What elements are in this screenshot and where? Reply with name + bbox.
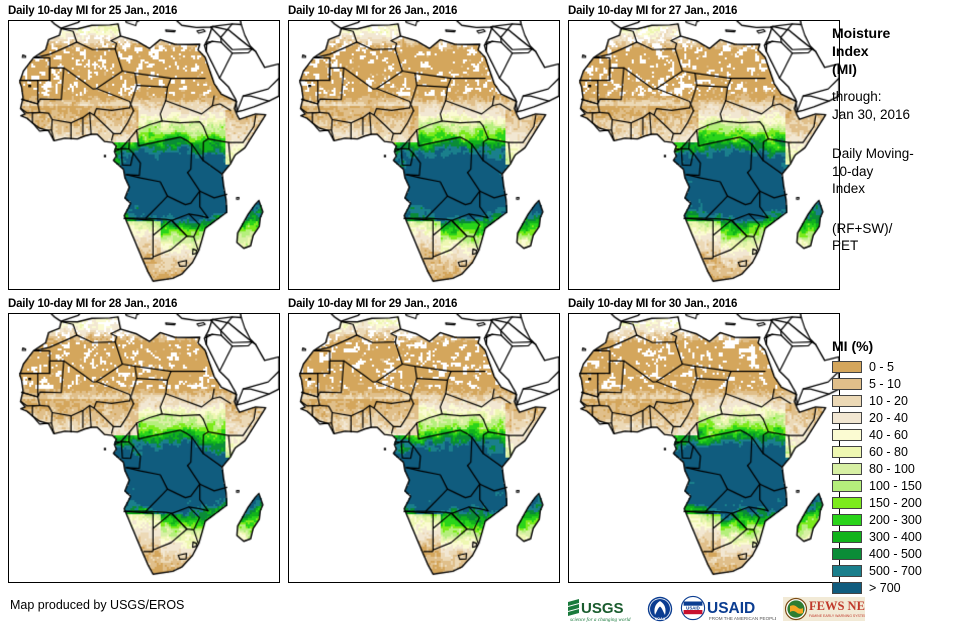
map-panel-title: Daily 10-day MI for 27 Jan., 2016 <box>568 5 738 17</box>
svg-text:NOAA: NOAA <box>655 617 666 621</box>
formula-line1: (RF+SW)/ <box>832 220 893 236</box>
legend-swatch <box>832 445 862 458</box>
legend-row: 20 - 40 <box>832 409 964 426</box>
legend-row: 0 - 5 <box>832 358 964 375</box>
legend-label: 5 - 10 <box>869 376 901 391</box>
map-panel: Daily 10-day MI for 28 Jan., 2016 <box>8 297 280 583</box>
map-frame[interactable] <box>288 20 560 290</box>
method-line2: 10-day <box>832 163 874 179</box>
legend-swatch <box>832 496 862 509</box>
legend-swatch <box>832 377 862 390</box>
map-panel: Daily 10-day MI for 25 Jan., 2016 <box>8 4 280 290</box>
formula-line2: PET <box>832 238 859 253</box>
legend-label: 20 - 40 <box>869 410 908 425</box>
through-date: Jan 30, 2016 <box>832 106 911 122</box>
legend-row: 10 - 20 <box>832 392 964 409</box>
legend-label: 80 - 100 <box>869 461 915 476</box>
legend-swatch <box>832 394 862 407</box>
africa-moisture-index-map[interactable] <box>569 314 839 582</box>
method-line1: Daily Moving- <box>832 146 914 161</box>
fewsnet-logo: FEWS NET FAMINE EARLY WARNING SYSTEMS NE… <box>783 595 865 623</box>
usaid-logo: USAID USAID FROM THE AMERICAN PEOPLE <box>680 595 776 623</box>
map-credit: Map produced by USGS/EROS <box>10 598 185 612</box>
method-line3: Index <box>832 181 866 196</box>
map-panel: Daily 10-day MI for 26 Jan., 2016 <box>288 4 560 290</box>
legend-rows: 0 - 5 5 - 10 10 - 20 20 - 40 40 - 60 60 - 80 8… <box>832 358 964 596</box>
map-frame[interactable] <box>568 313 840 583</box>
legend-label: > 700 <box>869 580 901 595</box>
legend-swatch <box>832 581 862 594</box>
legend-swatch <box>832 547 862 560</box>
africa-moisture-index-map[interactable] <box>569 21 839 289</box>
legend-row: 500 - 700 <box>832 562 964 579</box>
legend-label: 200 - 300 <box>869 512 922 527</box>
legend-row: 200 - 300 <box>832 511 964 528</box>
moisture-index-heading-line3: (MI) <box>832 61 857 77</box>
legend-title: MI (%) <box>832 338 874 354</box>
svg-text:USAID: USAID <box>707 600 755 617</box>
legend-row: 150 - 200 <box>832 494 964 511</box>
map-frame[interactable] <box>8 313 280 583</box>
svg-text:USAID: USAID <box>686 605 700 610</box>
svg-text:FROM THE AMERICAN PEOPLE: FROM THE AMERICAN PEOPLE <box>709 616 776 621</box>
africa-moisture-index-map[interactable] <box>289 314 559 582</box>
legend-row: 40 - 60 <box>832 426 964 443</box>
map-panel-title: Daily 10-day MI for 25 Jan., 2016 <box>8 5 178 17</box>
legend-label: 0 - 5 <box>869 359 895 374</box>
legend-label: 500 - 700 <box>869 563 922 578</box>
legend-row: 300 - 400 <box>832 528 964 545</box>
legend-label: 100 - 150 <box>869 478 922 493</box>
legend-row: 100 - 150 <box>832 477 964 494</box>
map-frame[interactable] <box>568 20 840 290</box>
legend-swatch <box>832 513 862 526</box>
noaa-logo: NOAA <box>647 595 673 623</box>
legend-swatch <box>832 530 862 543</box>
map-panel-title: Daily 10-day MI for 28 Jan., 2016 <box>8 298 178 310</box>
legend-row: 60 - 80 <box>832 443 964 460</box>
legend-label: 60 - 80 <box>869 444 908 459</box>
legend-swatch <box>832 462 862 475</box>
legend-label: 150 - 200 <box>869 495 922 510</box>
map-panel-title: Daily 10-day MI for 29 Jan., 2016 <box>288 298 458 310</box>
svg-text:FAMINE EARLY WARNING SYSTEMS N: FAMINE EARLY WARNING SYSTEMS NETWORK <box>809 614 865 618</box>
map-frame[interactable] <box>288 313 560 583</box>
legend-row: 400 - 500 <box>832 545 964 562</box>
legend-label: 40 - 60 <box>869 427 908 442</box>
legend-swatch <box>832 411 862 424</box>
logo-strip: USGS science for a changing world NOAA U… <box>566 594 865 624</box>
africa-moisture-index-map[interactable] <box>9 314 279 582</box>
legend-swatch <box>832 360 862 373</box>
moisture-index-heading-line2: Index <box>832 43 869 59</box>
svg-text:USGS: USGS <box>581 600 624 617</box>
legend-row: > 700 <box>832 579 964 596</box>
svg-text:FEWS NET: FEWS NET <box>809 599 865 613</box>
info-column: Moisture Index (MI) through: Jan 30, 201… <box>832 24 964 255</box>
moisture-index-heading-line1: Moisture <box>832 25 891 41</box>
legend: MI (%) 0 - 5 5 - 10 10 - 20 20 - 40 40 - 60 6… <box>832 338 964 596</box>
map-panel: Daily 10-day MI for 27 Jan., 2016 <box>568 4 840 290</box>
usgs-logo: USGS science for a changing world <box>566 595 640 623</box>
legend-label: 10 - 20 <box>869 393 908 408</box>
legend-swatch <box>832 479 862 492</box>
svg-text:science for a changing world: science for a changing world <box>570 616 631 623</box>
through-label: through: <box>832 89 882 104</box>
africa-moisture-index-map[interactable] <box>9 21 279 289</box>
legend-swatch <box>832 564 862 577</box>
legend-label: 300 - 400 <box>869 529 922 544</box>
legend-label: 400 - 500 <box>869 546 922 561</box>
map-panel-title: Daily 10-day MI for 30 Jan., 2016 <box>568 298 738 310</box>
legend-swatch <box>832 428 862 441</box>
map-panel-title: Daily 10-day MI for 26 Jan., 2016 <box>288 5 458 17</box>
map-panel: Daily 10-day MI for 29 Jan., 2016 <box>288 297 560 583</box>
map-panel: Daily 10-day MI for 30 Jan., 2016 <box>568 297 840 583</box>
map-frame[interactable] <box>8 20 280 290</box>
africa-moisture-index-map[interactable] <box>289 21 559 289</box>
legend-row: 5 - 10 <box>832 375 964 392</box>
legend-row: 80 - 100 <box>832 460 964 477</box>
